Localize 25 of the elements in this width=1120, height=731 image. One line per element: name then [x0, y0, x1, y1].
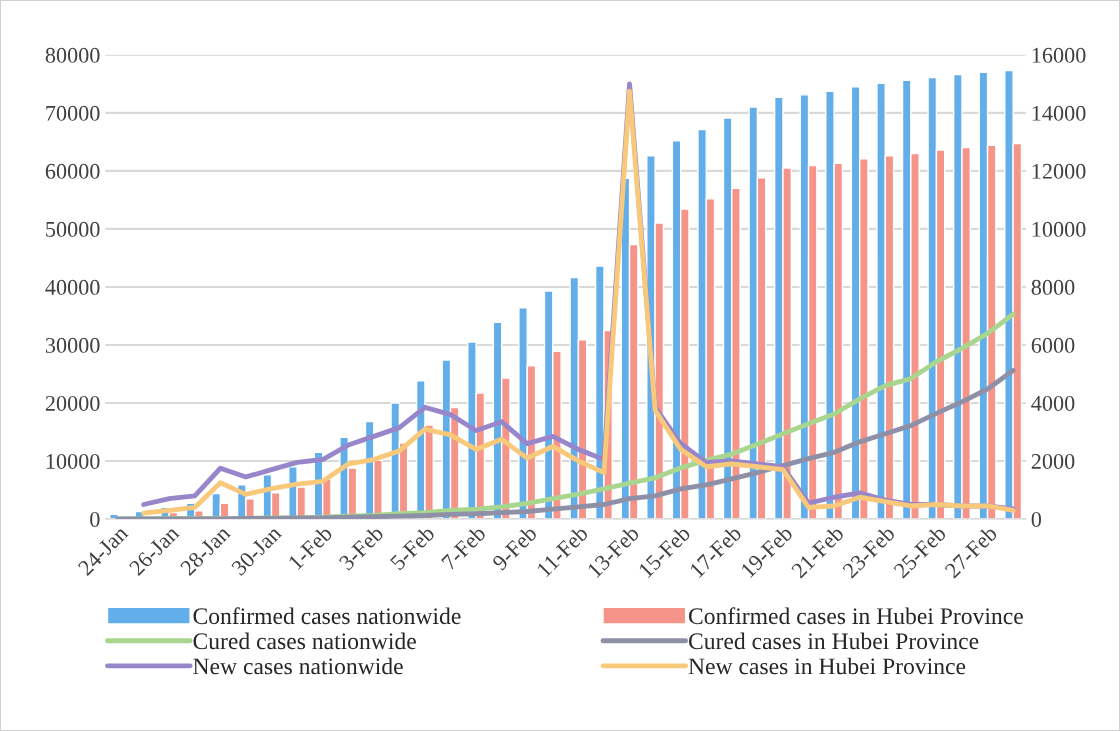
y2-tick-label: 10000: [1032, 221, 1086, 237]
legend-label: New cases nationwide: [193, 657, 403, 675]
legend-label: Confirmed cases in Hubei Province: [688, 607, 1023, 625]
legend-label: New cases in Hubei Province: [688, 657, 966, 675]
y-tick-label: 10000: [46, 453, 100, 469]
y2-tick-label: 2000: [1031, 453, 1075, 469]
y-tick-label: 80000: [45, 47, 100, 63]
y2-tick-label: 4000: [1031, 395, 1075, 411]
y-tick-label: 30000: [45, 337, 100, 353]
y2-tick-label: 8000: [1031, 279, 1075, 295]
y2-tick-label: 14000: [1032, 105, 1086, 121]
y-tick-label: 0: [90, 511, 100, 527]
y-tick-label: 40000: [45, 279, 100, 295]
y2-tick-label: 12000: [1032, 163, 1086, 179]
y2-tick-label: 16000: [1032, 47, 1086, 63]
y-tick-label: 20000: [45, 395, 100, 411]
line-series: [115, 368, 1016, 520]
legend-label: Cured cases nationwide: [193, 632, 416, 650]
y2-tick-label: 6000: [1031, 337, 1075, 353]
y-tick-label: 60000: [45, 163, 100, 179]
legend-label: Confirmed cases nationwide: [193, 607, 461, 625]
y2-tick-label: 0: [1031, 511, 1042, 527]
legend-label: Cured cases in Hubei Province: [688, 632, 979, 650]
y-tick-label: 50000: [46, 221, 100, 237]
y-tick-label: 70000: [46, 105, 100, 121]
